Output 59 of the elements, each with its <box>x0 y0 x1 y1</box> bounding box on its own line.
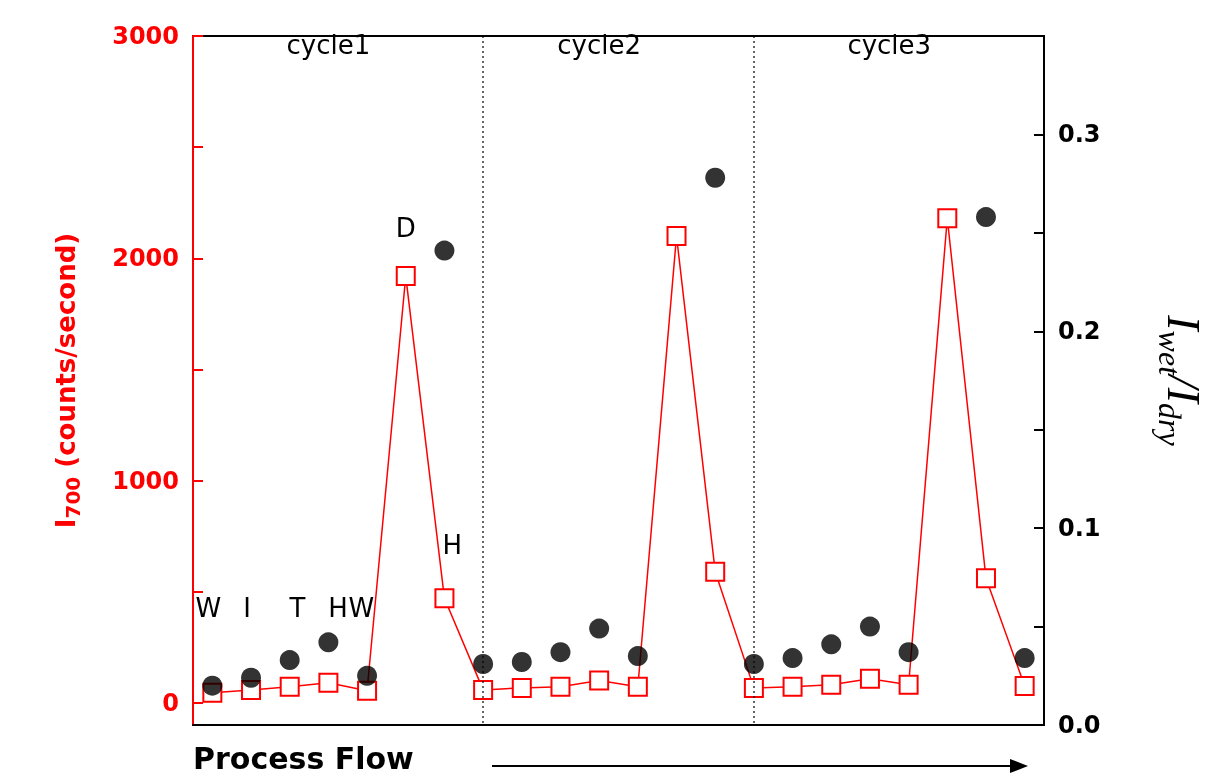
point <box>589 670 610 691</box>
annotation: W <box>348 593 375 623</box>
point <box>976 207 996 228</box>
point <box>357 665 378 686</box>
y-tick-label: 2000 <box>112 244 179 273</box>
annotation: cycle1 <box>286 30 371 60</box>
annotation: H <box>328 593 348 623</box>
point <box>434 588 455 609</box>
x-axis-title: Process Flow <box>193 740 414 776</box>
y-axis-title: I700 (counts/second) <box>51 232 85 529</box>
point <box>318 672 339 693</box>
point <box>705 167 726 188</box>
point <box>937 208 958 229</box>
point <box>975 568 996 589</box>
point <box>627 676 648 697</box>
point <box>473 679 494 700</box>
point <box>1014 648 1035 669</box>
point <box>782 676 803 697</box>
point <box>743 653 764 674</box>
y-tick-label: 1000 <box>112 466 179 495</box>
annotation: cycle2 <box>557 30 642 60</box>
y2-axis-title: Iwet/Idry <box>1152 314 1209 447</box>
point <box>627 646 648 667</box>
point <box>821 674 842 695</box>
point <box>511 677 532 698</box>
point <box>279 676 300 697</box>
y-tick-label: 3000 <box>112 22 179 50</box>
y2-tick-label: 0.3 <box>1058 120 1101 149</box>
point <box>550 676 571 697</box>
annotation: D <box>395 213 416 243</box>
point <box>589 618 610 639</box>
point <box>821 634 842 655</box>
point <box>666 226 687 247</box>
y-tick-label: 0 <box>162 688 179 717</box>
point <box>782 648 803 669</box>
point <box>859 668 880 689</box>
annotation: cycle3 <box>847 30 932 60</box>
point <box>434 240 455 261</box>
point <box>859 616 880 637</box>
point <box>318 632 339 653</box>
point <box>898 642 919 663</box>
point <box>1014 675 1035 696</box>
annotation: I <box>243 593 251 623</box>
point <box>743 677 764 698</box>
point <box>279 650 300 671</box>
annotation: H <box>442 530 462 560</box>
point <box>395 266 416 287</box>
point <box>241 667 262 688</box>
y2-tick-label: 0.0 <box>1058 711 1101 739</box>
y2-tick-label: 0.1 <box>1058 514 1101 543</box>
point <box>202 675 223 696</box>
y2-tick-label: 0.2 <box>1058 317 1101 346</box>
point <box>898 674 919 695</box>
annotation: T <box>288 593 306 623</box>
point <box>550 642 571 663</box>
point <box>511 652 532 672</box>
point <box>705 561 726 582</box>
point <box>473 653 494 674</box>
annotation: W <box>195 593 222 623</box>
